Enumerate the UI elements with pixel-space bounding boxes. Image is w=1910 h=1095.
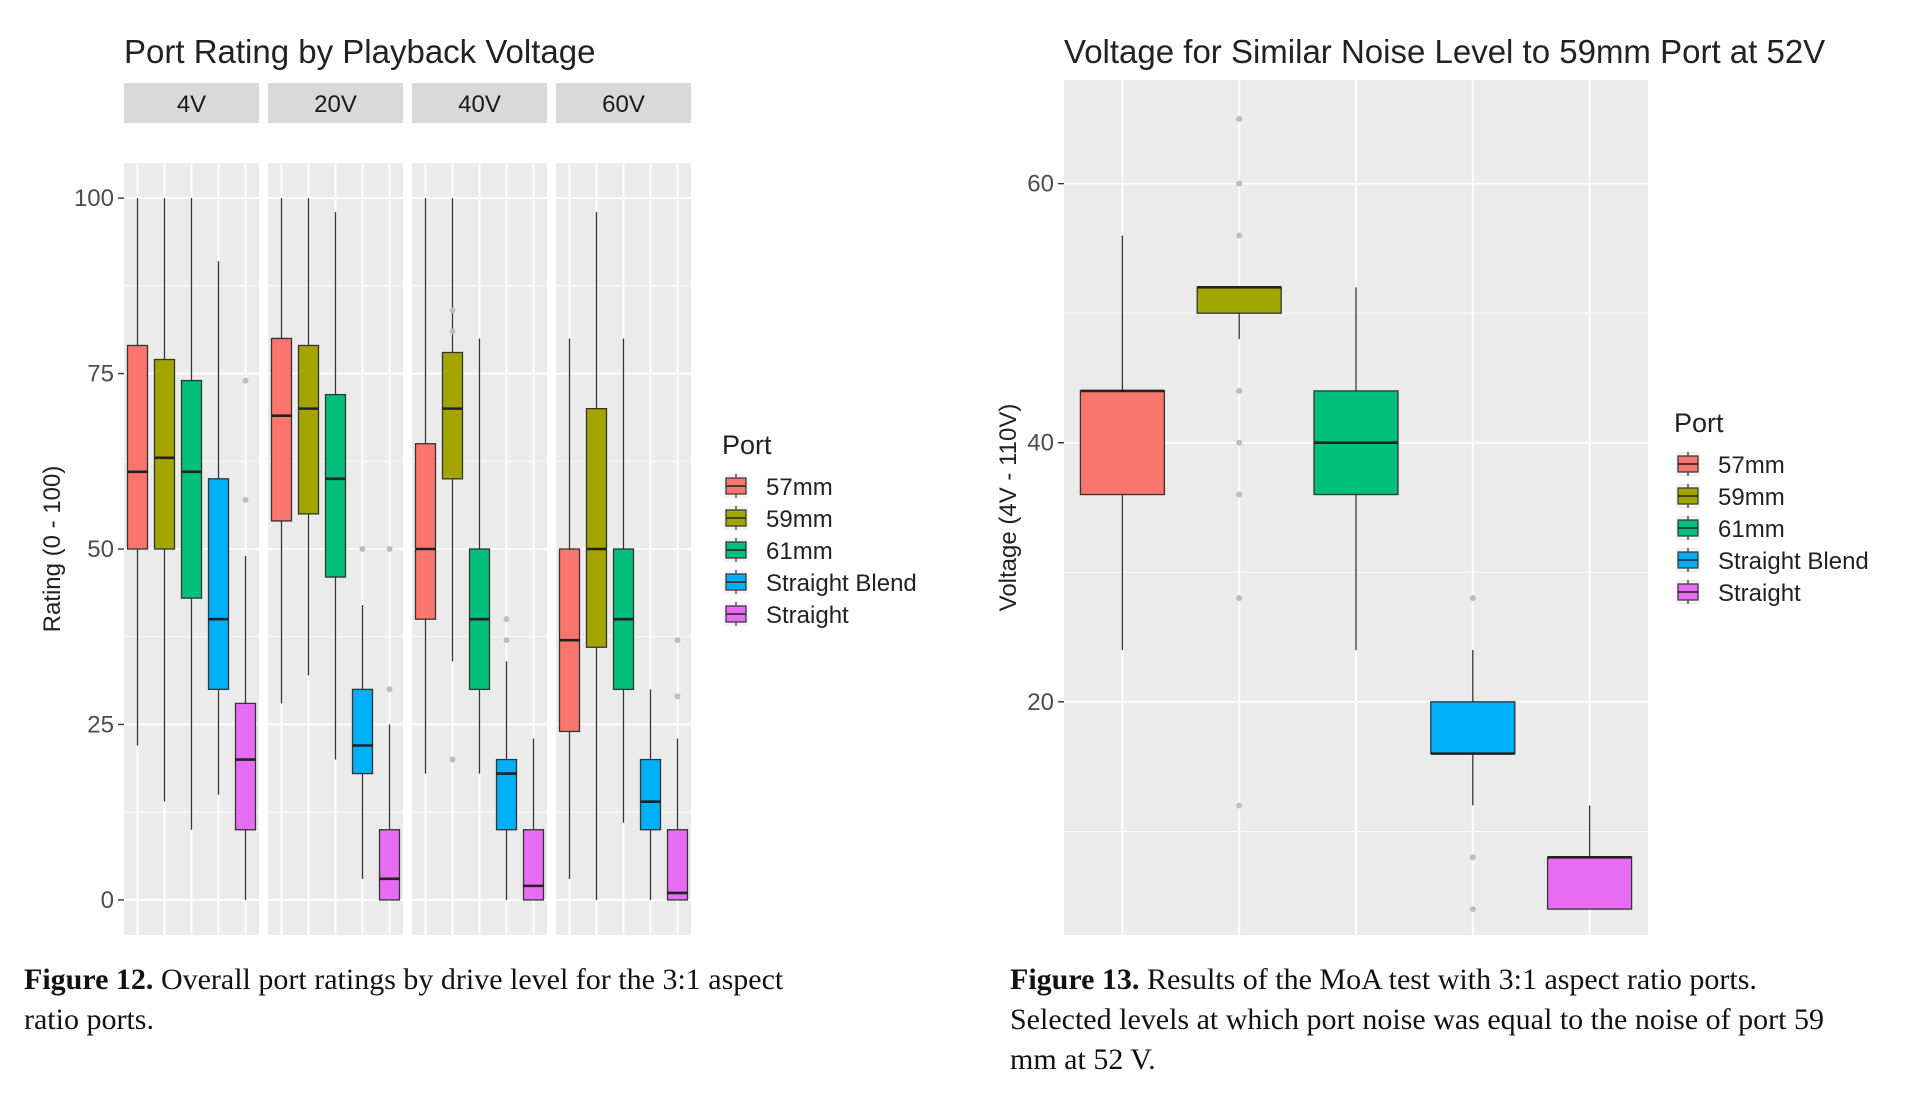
fig12-60v-straight-outlier-1 [674, 637, 681, 644]
fig13-legend-label-61mm: 61mm [1718, 516, 1785, 543]
fig12-20v-straight-box [378, 829, 401, 901]
fig12-4v-61mm-box [180, 379, 203, 599]
fig12-strip-60v [556, 83, 691, 123]
fig12-strip-label-20v: 20V [314, 91, 357, 118]
fig12-60v-straight-outlier-0 [674, 693, 681, 700]
fig13-59mm-outlier-2 [1236, 491, 1243, 498]
fig12-20v-straight-outlier-0 [386, 686, 393, 693]
fig13-straight-blend-outlier-0 [1469, 906, 1476, 913]
fig13-59mm-outlier-5 [1236, 232, 1243, 239]
fig13-ytick-label-1: 40 [1027, 430, 1054, 457]
figure-13-chart: Voltage for Similar Noise Level to 59mm … [995, 33, 1869, 935]
fig13-legend-label-59mm: 59mm [1718, 484, 1785, 511]
fig12-4v-57mm-box [126, 344, 149, 550]
fig12-20v-61mm-box [324, 393, 347, 578]
fig13-straight-box [1546, 856, 1633, 910]
fig12-ylabel: Rating (0 - 100) [39, 466, 66, 633]
fig12-legend-label-straight: Straight [766, 602, 849, 629]
fig12-legend-label-straight-blend: Straight Blend [766, 570, 917, 597]
fig13-59mm-outlier-7 [1236, 115, 1243, 122]
figure-13-caption-text: Results of the MoA test with 3:1 aspect … [1010, 963, 1824, 1076]
fig12-4v-59mm-box [153, 358, 176, 550]
fig12-20v-59mm-box [297, 344, 320, 515]
fig13-59mm-outlier-0 [1236, 802, 1243, 809]
fig12-20v-straight-blend-box [351, 688, 374, 775]
fig13-title: Voltage for Similar Noise Level to 59mm … [1064, 33, 1825, 70]
fig12-ytick-label-0: 0 [101, 887, 114, 914]
figure-12-caption-label: Figure 12. [24, 963, 154, 996]
figure-12-chart: Port Rating by Playback Voltage 4V 20V 40V 6… [39, 33, 917, 935]
fig13-59mm-outlier-1 [1236, 595, 1243, 602]
fig12-40v-straight-blend-box [495, 758, 518, 831]
fig12-legend-label-57mm: 57mm [766, 474, 833, 501]
fig12-60v-59mm-box [585, 407, 608, 648]
fig12-ytick-label-2: 50 [87, 536, 114, 563]
figure-13-caption-label: Figure 13. [1010, 963, 1140, 996]
fig12-title: Port Rating by Playback Voltage [124, 33, 595, 70]
fig12-ytick-label-4: 100 [74, 185, 114, 212]
fig12-strip-4v [124, 83, 259, 123]
fig12-40v-57mm-box [414, 443, 437, 620]
fig13-ytick-label-0: 20 [1027, 689, 1054, 716]
fig12-60v-straight-box [666, 829, 689, 901]
fig13-straight-blend-outlier-2 [1469, 595, 1476, 602]
fig13-ylabel: Voltage (4V - 110V) [995, 404, 1022, 612]
fig12-40v-straight-blend-outlier-0 [503, 637, 510, 644]
fig12-legend-label-59mm: 59mm [766, 506, 833, 533]
fig12-40v-59mm-outlier-1 [449, 328, 456, 335]
fig13-57mm-box [1079, 390, 1166, 496]
fig13-straight-blend-box [1430, 701, 1516, 755]
fig13-legend-label-57mm: 57mm [1718, 452, 1785, 479]
fig12-strip-label-60v: 60V [602, 91, 645, 118]
fig12-strip-40v [412, 83, 547, 123]
fig12-ytick-label-3: 75 [87, 361, 114, 388]
fig12-ytick-label-1: 25 [87, 711, 114, 738]
figure-12-caption: Figure 12. Overall port ratings by drive… [24, 960, 804, 1040]
fig13-straight-blend-outlier-1 [1469, 854, 1476, 861]
fig12-20v-57mm-box [270, 337, 293, 522]
fig12-40v-59mm-outlier-0 [449, 756, 456, 763]
fig12-40v-59mm-outlier-2 [449, 307, 456, 314]
fig13-59mm-outlier-4 [1236, 387, 1243, 394]
fig12-4v-straight-blend-box [207, 478, 230, 691]
fig12-4v-straight-outlier-1 [242, 377, 249, 384]
fig12-60v-straight-blend-box [639, 758, 662, 831]
fig12-40v-straight-box [522, 829, 545, 901]
fig12-legend-label-61mm: 61mm [766, 538, 833, 565]
fig12-40v-59mm-box [441, 351, 464, 480]
fig12-legend-title: Port [722, 430, 772, 460]
fig13-59mm-outlier-3 [1236, 439, 1243, 446]
fig12-40v-straight-blend-outlier-1 [503, 616, 510, 623]
fig12-20v-straight-outlier-1 [386, 546, 393, 552]
fig12-strip-label-40v: 40V [458, 91, 501, 118]
fig12-20v-straight-blend-outlier-0 [359, 546, 366, 552]
fig13-ytick-label-2: 60 [1027, 171, 1054, 198]
fig12-4v-straight-box [234, 702, 257, 831]
fig12-4v-straight-outlier-0 [242, 496, 249, 503]
figure-12-caption-text: Overall port ratings by drive level for … [24, 963, 784, 1036]
fig13-legend-label-straight-blend: Straight Blend [1718, 548, 1869, 575]
fig13-59mm-box [1196, 286, 1282, 314]
fig12-strip-label-4v: 4V [177, 91, 206, 118]
fig13-legend-title: Port [1674, 408, 1724, 438]
fig13-legend-label-straight: Straight [1718, 580, 1801, 607]
fig12-strip-20v [268, 83, 403, 123]
figure-13-caption: Figure 13. Results of the MoA test with … [1010, 960, 1830, 1080]
fig13-59mm-outlier-6 [1236, 180, 1243, 187]
